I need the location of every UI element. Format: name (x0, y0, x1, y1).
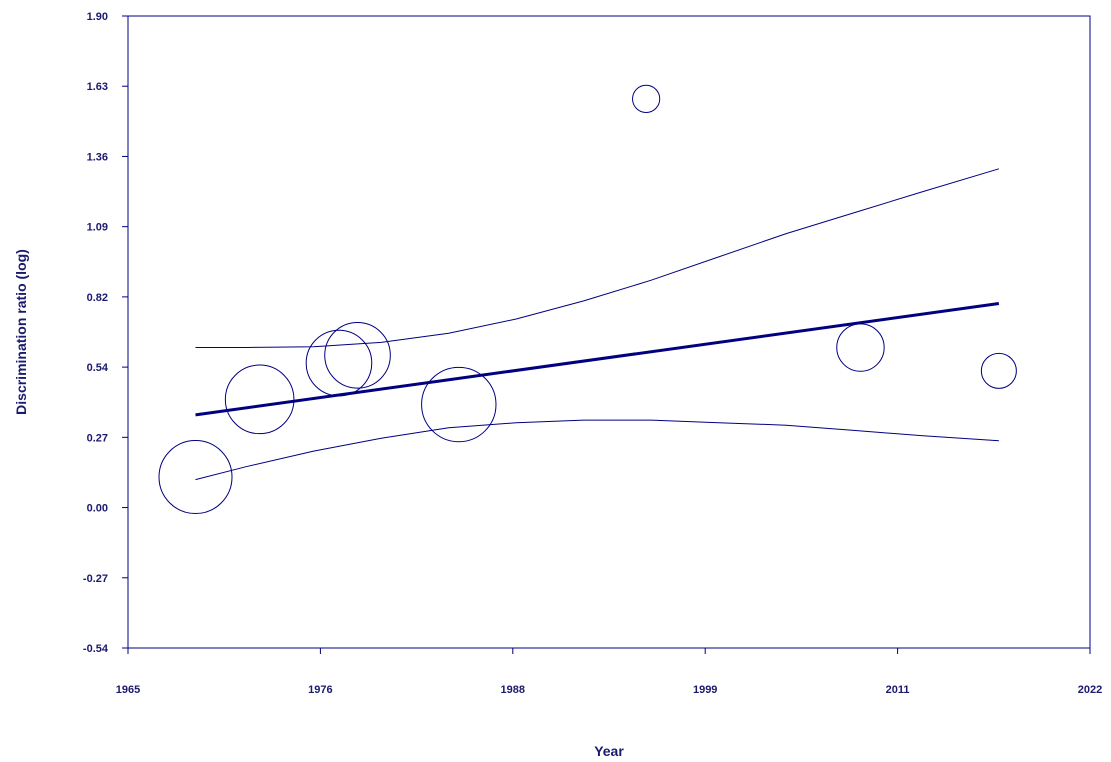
y-tick-label: 0.27 (87, 432, 108, 444)
x-tick-label: 1999 (693, 684, 717, 696)
y-tick-label: 0.00 (87, 503, 108, 515)
x-axis-ticks: 1965 1976 1988 1999 2011 2022 (116, 648, 1102, 696)
regression-layer (195, 302, 1000, 417)
x-tick-label: 1965 (116, 684, 140, 696)
y-tick-label: 1.63 (87, 81, 108, 93)
y-tick-label: -0.27 (83, 573, 108, 585)
plot-frame (127, 15, 1091, 649)
ci-upper-line (195, 168, 1000, 348)
confidence-band (195, 168, 1000, 481)
y-axis-ticks: -0.54 -0.27 0.00 0.27 0.54 0.82 1.09 1.36 1.63 1.… (83, 11, 128, 655)
x-tick-label: 2022 (1078, 684, 1102, 696)
study-bubble (324, 322, 391, 389)
regression-line (195, 302, 1000, 417)
y-tick-label: 0.54 (87, 362, 109, 374)
y-tick-label: 1.36 (87, 151, 108, 163)
study-bubble (158, 440, 233, 515)
study-bubble (632, 84, 661, 113)
y-tick-label: 1.09 (87, 222, 108, 234)
y-axis-title: Discrimination ratio (log) (13, 249, 29, 415)
x-tick-label: 1976 (308, 684, 332, 696)
study-bubble (980, 352, 1017, 389)
y-tick-label: -0.54 (83, 643, 109, 655)
y-tick-label: 0.82 (87, 292, 108, 304)
y-tick-label: 1.90 (87, 11, 108, 23)
x-axis-title: Year (594, 743, 624, 759)
x-tick-label: 2011 (886, 684, 910, 696)
study-bubble (305, 329, 373, 397)
x-tick-label: 1988 (501, 684, 525, 696)
study-bubble (224, 364, 295, 435)
study-points (158, 84, 1017, 515)
ci-lower-line (195, 419, 999, 481)
study-bubble (421, 366, 497, 443)
study-bubble (836, 323, 885, 372)
